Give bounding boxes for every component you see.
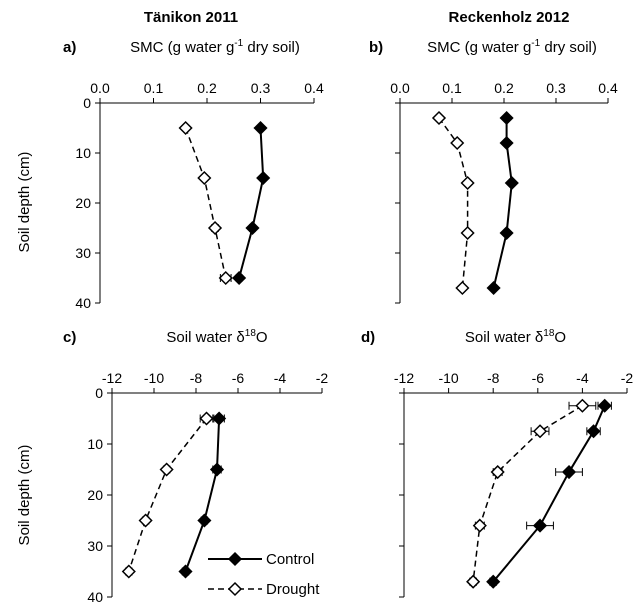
series-line-control-c	[184, 418, 221, 572]
x-tick-label-b-4: 0.4	[598, 80, 618, 96]
panel-c: c) Soil water δ18O -12 -10 -8 -6 -4 -2 0 10 20 30 40	[63, 328, 328, 605]
series-line-drought-a	[184, 127, 227, 279]
x-tick-label-d-3: -6	[532, 370, 545, 386]
x-tick-label-d-4: -4	[576, 370, 589, 386]
data-point-control-b-4	[486, 280, 501, 296]
data-point-drought-a-1	[197, 170, 212, 186]
data-point-control-a-1	[256, 170, 271, 186]
legend-control-marker	[227, 551, 243, 567]
x-tick-label-c-4: -4	[274, 370, 287, 386]
data-point-drought-c-2	[138, 513, 153, 528]
x-tick-label-b-0: 0.0	[390, 80, 410, 96]
x-tick-label-a-1: 0.1	[144, 80, 164, 96]
data-point-drought-b-0	[431, 110, 447, 126]
data-point-control-c-1	[209, 462, 225, 477]
panel-label-c: c)	[63, 329, 76, 346]
data-point-control-c-2	[197, 513, 212, 528]
panel-label-a: a)	[63, 39, 76, 56]
column-title-right: Reckenholz 2012	[449, 9, 570, 26]
x-tick-label-a-0: 0.0	[90, 80, 110, 96]
y-tick-label-a-0: 0	[83, 95, 91, 111]
data-point-control-d-2	[561, 464, 577, 480]
y-tick-label-a-4: 40	[75, 295, 91, 311]
y-axis-label-bottom: Soil depth (cm)	[16, 445, 33, 546]
data-point-drought-d-3	[472, 518, 487, 533]
panel-a: a) SMC (g water g-1 dry soil) 0.0 0.1 0.2 0.3…	[63, 38, 324, 311]
panel-title-d: Soil water δ18O	[465, 328, 566, 346]
legend: Control Drought	[208, 551, 320, 598]
x-tick-label-b-1: 0.1	[442, 80, 462, 96]
data-point-control-b-2	[504, 175, 519, 191]
series-line-drought-c	[128, 418, 208, 572]
y-tick-label-a-1: 10	[75, 145, 91, 161]
data-point-drought-d-4	[466, 574, 481, 589]
data-point-control-c-0	[212, 411, 227, 426]
data-point-control-a-2	[245, 220, 260, 236]
panel-title-c: Soil water δ18O	[166, 328, 267, 346]
data-point-drought-b-4	[455, 280, 470, 296]
legend-drought-label: Drought	[266, 581, 320, 598]
panel-title-a: SMC (g water g-1 dry soil)	[130, 38, 300, 56]
y-axis-label-top: Soil depth (cm)	[16, 152, 33, 253]
x-tick-label-d-1: -10	[438, 370, 458, 386]
legend-drought-marker	[227, 581, 243, 597]
y-tick-label-c-4: 40	[87, 589, 103, 605]
x-tick-label-d-2: -8	[487, 370, 500, 386]
column-title-left: Tänikon 2011	[144, 9, 238, 26]
x-tick-label-c-5: -2	[316, 370, 329, 386]
y-tick-label-c-2: 20	[87, 487, 103, 503]
data-point-drought-b-2	[460, 175, 475, 191]
panel-d: d) Soil water δ18O -12 -10 -8 -6 -4 -2	[361, 328, 633, 598]
panel-label-d: d)	[361, 329, 375, 346]
data-point-drought-a-0	[178, 120, 193, 136]
data-point-drought-d-1	[532, 424, 548, 439]
panel-b: b) SMC (g water g-1 dry soil) 0.0 0.1 0.2 0.3…	[369, 38, 618, 304]
x-tick-label-c-2: -8	[190, 370, 203, 386]
series-line-drought-d	[472, 405, 583, 582]
series-line-control-a	[238, 127, 265, 279]
data-point-control-d-3	[532, 518, 548, 533]
x-tick-label-c-3: -6	[232, 370, 245, 386]
data-point-control-d-0	[597, 398, 612, 413]
x-tick-label-d-5: -2	[621, 370, 633, 386]
y-tick-label-c-0: 0	[95, 385, 103, 401]
data-point-control-b-1	[499, 135, 514, 151]
panel-label-b: b)	[369, 39, 383, 56]
x-tick-label-c-1: -10	[144, 370, 164, 386]
data-point-drought-c-0	[199, 411, 214, 426]
panel-title-b: SMC (g water g-1 dry soil)	[427, 38, 597, 56]
x-tick-label-b-3: 0.3	[546, 80, 566, 96]
x-tick-label-b-2: 0.2	[494, 80, 514, 96]
data-point-control-a-3	[232, 270, 247, 286]
y-tick-label-c-1: 10	[87, 436, 103, 452]
x-tick-label-a-3: 0.3	[251, 80, 271, 96]
y-tick-label-c-3: 30	[87, 538, 103, 554]
x-tick-label-d-0: -12	[394, 370, 414, 386]
data-point-drought-c-1	[159, 462, 174, 477]
y-tick-label-a-2: 20	[75, 195, 91, 211]
data-point-control-d-4	[486, 574, 501, 589]
data-point-drought-d-2	[490, 464, 505, 480]
data-point-control-b-3	[499, 225, 514, 241]
data-point-drought-b-1	[450, 135, 465, 151]
y-tick-label-a-3: 30	[75, 245, 91, 261]
data-point-control-b-0	[499, 110, 514, 126]
data-point-control-a-0	[253, 120, 268, 136]
data-point-drought-a-2	[207, 220, 223, 236]
data-point-drought-d-0	[575, 398, 590, 413]
legend-control-label: Control	[266, 551, 314, 568]
data-point-control-c-3	[178, 564, 193, 579]
data-point-control-d-1	[586, 424, 601, 439]
x-tick-label-a-2: 0.2	[197, 80, 217, 96]
data-point-drought-a-3	[218, 270, 233, 286]
x-tick-label-a-4: 0.4	[304, 80, 324, 96]
data-point-drought-b-3	[460, 225, 475, 241]
data-point-drought-c-3	[121, 564, 136, 579]
x-tick-label-c-0: -12	[102, 370, 122, 386]
